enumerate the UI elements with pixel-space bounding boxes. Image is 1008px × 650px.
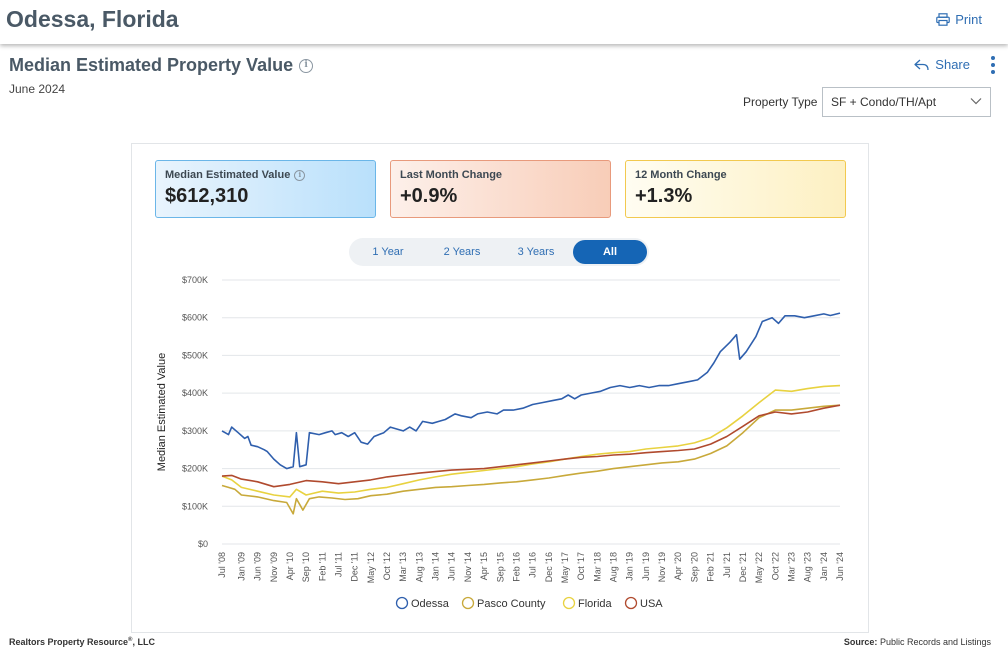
card-title: Median Estimated Property Value i bbox=[9, 55, 314, 76]
as-of-date: June 2024 bbox=[9, 82, 66, 96]
stat-12-month-change: 12 Month Change +1.3% bbox=[625, 160, 846, 218]
range-3-years[interactable]: 3 Years bbox=[517, 246, 555, 258]
stat-value: +0.9% bbox=[400, 185, 458, 207]
printer-icon bbox=[936, 13, 951, 26]
footer-credit: Realtors Property Resource®, LLC bbox=[9, 637, 155, 647]
page-title: Odessa, Florida bbox=[6, 6, 179, 32]
top-bar: Odessa, Florida Print bbox=[0, 0, 1008, 44]
stat-last-month-change: Last Month Change +0.9% bbox=[390, 160, 611, 218]
chevron-down-icon bbox=[970, 98, 982, 105]
footer-credit-suffix: , LLC bbox=[132, 637, 155, 647]
stat-value: $612,310 bbox=[165, 185, 249, 207]
source-label: Source: bbox=[843, 637, 878, 647]
footer-credit-name: Realtors Property Resource bbox=[9, 637, 129, 647]
stat-value: +1.3% bbox=[635, 185, 693, 207]
source-value: Public Records and Listings bbox=[879, 637, 991, 647]
stat-label: Median Estimated Value bbox=[165, 169, 291, 181]
range-all[interactable]: All bbox=[573, 240, 647, 264]
property-type-value: SF + Condo/TH/Apt bbox=[831, 95, 937, 109]
stat-median-value: Median Estimated Value i $612,310 bbox=[155, 160, 376, 218]
share-arrow-icon bbox=[914, 59, 929, 70]
range-2-years[interactable]: 2 Years bbox=[443, 246, 481, 258]
property-type-select[interactable]: SF + Condo/TH/Apt bbox=[822, 87, 991, 117]
print-label: Print bbox=[955, 12, 982, 27]
footer-source: Source: Public Records and Listings bbox=[844, 637, 991, 647]
print-button[interactable]: Print bbox=[936, 12, 982, 27]
stat-label: 12 Month Change bbox=[635, 169, 727, 181]
share-button[interactable]: Share bbox=[914, 57, 970, 72]
stat-label: Last Month Change bbox=[400, 169, 503, 181]
range-1-year[interactable]: 1 Year bbox=[372, 246, 404, 258]
time-range-selector: 1 Year 2 Years 3 Years All bbox=[349, 238, 649, 266]
property-type-label: Property Type bbox=[743, 95, 818, 109]
info-icon[interactable]: i bbox=[294, 169, 306, 181]
more-options-icon[interactable] bbox=[990, 56, 996, 74]
card-title-text: Median Estimated Property Value bbox=[9, 55, 294, 75]
registered-mark: ® bbox=[128, 637, 133, 643]
chart-panel: Median Estimated Value i $612,310 Last Mo… bbox=[131, 143, 869, 633]
share-label: Share bbox=[935, 57, 970, 72]
info-icon[interactable]: i bbox=[299, 58, 314, 73]
